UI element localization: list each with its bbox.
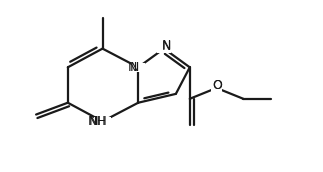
- Text: O: O: [213, 78, 223, 92]
- Bar: [157, 44, 171, 53]
- Text: O: O: [213, 79, 223, 93]
- Text: N: N: [161, 39, 171, 52]
- Text: N: N: [130, 61, 139, 74]
- Bar: [131, 63, 145, 72]
- Text: N: N: [128, 61, 137, 74]
- Text: N: N: [161, 40, 171, 53]
- Bar: [211, 84, 223, 92]
- Text: NH: NH: [88, 115, 107, 128]
- Text: NH: NH: [89, 115, 108, 128]
- Bar: [94, 117, 111, 126]
